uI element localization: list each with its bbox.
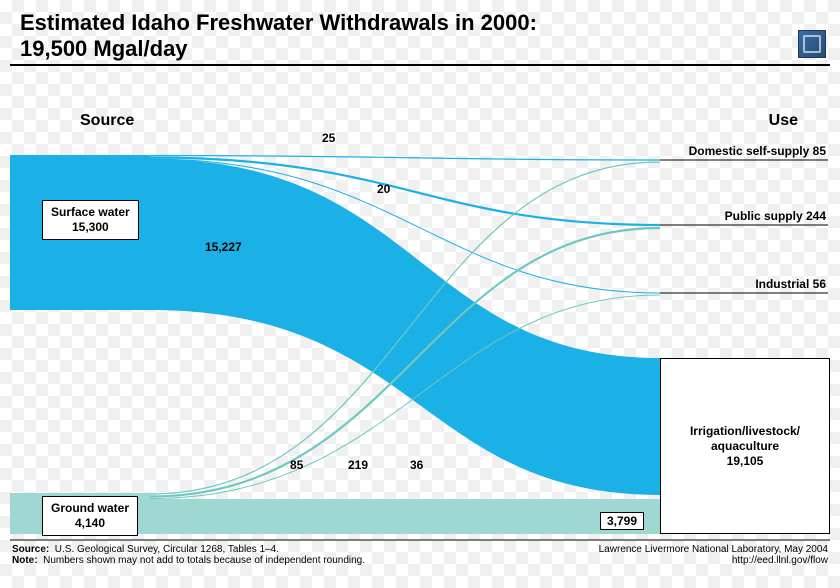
footer-right: Lawrence Livermore National Laboratory, …	[599, 544, 828, 566]
node-irrigation-l1: Irrigation/livestock/	[669, 424, 821, 439]
node-surface-label: Surface water	[51, 205, 130, 219]
node-irrigation-l2: aquaculture	[669, 439, 821, 454]
footer-note-label: Note:	[12, 555, 38, 566]
node-surface-value: 15,300	[72, 220, 109, 234]
flow-surface-irrigation	[150, 159, 660, 495]
flow-label-ground-industrial: 36	[410, 458, 423, 472]
flow-label-ground-domestic: 85	[290, 458, 303, 472]
footer-left-l2v: Numbers shown may not add to totals beca…	[43, 555, 365, 566]
node-ground-label: Ground water	[51, 501, 129, 515]
node-ground-value: 4,140	[75, 516, 105, 530]
footer-right-l2: http://eed.llnl.gov/flow	[732, 555, 828, 566]
footer-left: Source: Source: U.S. Geological Survey, …	[12, 544, 365, 566]
flow-label-surface-public: 20	[377, 182, 390, 196]
node-irrigation-value: 19,105	[669, 454, 821, 469]
flow-label-surface-domestic: 25	[322, 131, 335, 145]
sankey-canvas: Estimated Idaho Freshwater Withdrawals i…	[0, 0, 840, 588]
flow-label-ground-public: 219	[348, 458, 368, 472]
flow-ground-irrigation	[150, 499, 660, 534]
node-irrigation: Irrigation/livestock/ aquaculture 19,105	[660, 358, 830, 534]
use-industrial-label: Industrial 56	[755, 277, 826, 291]
footer-right-l1: Lawrence Livermore National Laboratory, …	[599, 544, 828, 555]
use-public-label: Public supply 244	[725, 209, 826, 223]
flow-label-surface-irrigation: 15,227	[205, 240, 242, 254]
footer-source-label: Source:	[12, 544, 49, 555]
use-domestic-label: Domestic self-supply 85	[689, 144, 826, 158]
node-ground-water: Ground water 4,140	[42, 496, 138, 536]
flow-label-ground-irrigation: 3,799	[600, 512, 644, 530]
footer-left-l1v: U.S. Geological Survey, Circular 1268, T…	[55, 544, 279, 555]
node-surface-water: Surface water 15,300	[42, 200, 139, 240]
